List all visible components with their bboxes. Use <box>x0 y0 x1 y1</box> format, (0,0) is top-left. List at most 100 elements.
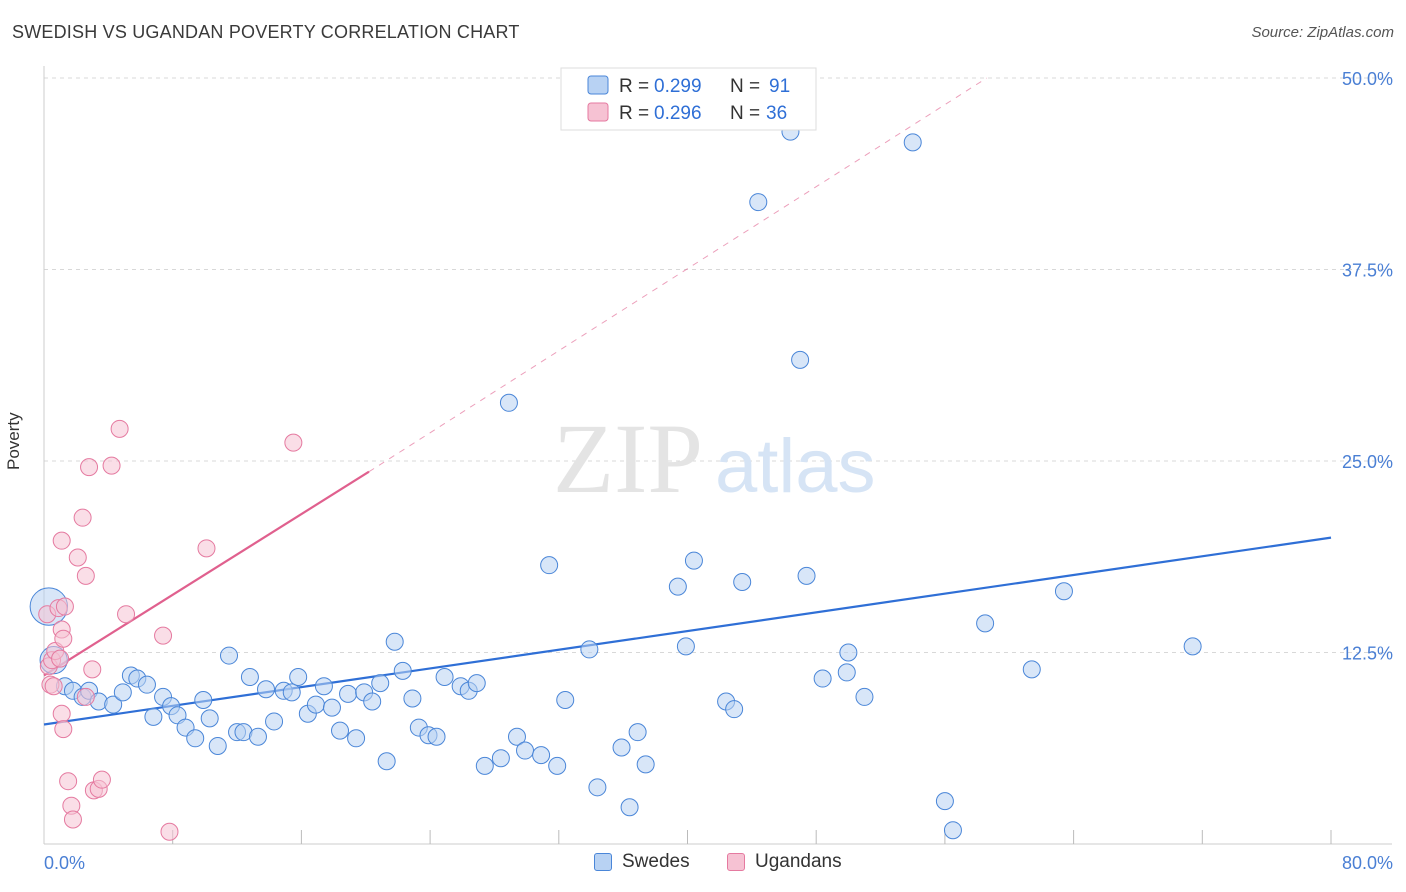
ugandans-point <box>154 626 173 645</box>
ugandans-point <box>55 597 74 616</box>
swedes-point <box>104 695 123 714</box>
ugandans-point <box>44 677 63 696</box>
legend: R = 0.299 N = 91 R = 0.296 N = 36 <box>560 67 817 131</box>
ugandans-label: Ugandans <box>755 851 842 872</box>
y-tick-label: 25.0% <box>1342 452 1393 472</box>
swedes-point <box>427 727 446 746</box>
ugandans-point <box>117 605 136 624</box>
swedes-point <box>339 684 358 703</box>
swedes-point <box>248 727 267 746</box>
ugandans-point <box>59 772 78 791</box>
swedes-point <box>976 614 995 633</box>
legend-n-value-2: 36 <box>766 103 787 124</box>
swedes-point <box>797 566 816 585</box>
tick-labels: 12.5% 25.0% 37.5% 50.0% 0.0% 80.0% <box>44 69 1393 873</box>
legend-n-value-1: 91 <box>769 76 790 97</box>
swedes-point <box>385 632 404 651</box>
swedes-point <box>668 577 687 596</box>
ugandans-point <box>110 419 129 438</box>
ugandans-trend-line <box>43 470 370 677</box>
swedes-point <box>548 756 567 775</box>
swedes-point <box>137 675 156 694</box>
ugandans-point <box>51 649 70 668</box>
swedes-point <box>194 690 213 709</box>
ugandans-trend-extension <box>368 77 987 473</box>
ugandans-point <box>80 458 99 477</box>
swedes-point <box>200 709 219 728</box>
swedes-point <box>289 668 308 687</box>
swedes-point <box>540 556 559 575</box>
swedes-point <box>580 640 599 659</box>
legend-item-swedes: Swedes <box>594 851 690 873</box>
swedes-point <box>347 729 366 748</box>
legend-r-label-1: R = <box>619 76 649 97</box>
data-points <box>29 122 1202 841</box>
swedes-point <box>516 741 535 760</box>
ugandans-point <box>102 456 121 475</box>
swedes-point <box>676 637 695 656</box>
swedes-point <box>220 646 239 665</box>
swedes-point <box>725 700 744 719</box>
swedes-point <box>257 680 276 699</box>
chart-title: SWEDISH VS UGANDAN POVERTY CORRELATION C… <box>12 22 520 42</box>
swedes-point <box>208 736 227 755</box>
swedes-point <box>684 551 703 570</box>
swedes-point <box>1022 660 1041 679</box>
swedes-point <box>839 643 858 662</box>
swedes-point <box>186 729 205 748</box>
swedes-point <box>620 798 639 817</box>
x-tick-label: 80.0% <box>1342 853 1393 873</box>
ugandans-point <box>76 687 95 706</box>
legend-swatch-swedes <box>587 75 609 95</box>
y-tick-label: 37.5% <box>1342 261 1393 281</box>
swedes-point <box>588 778 607 797</box>
watermark: ZIP atlas <box>553 403 876 514</box>
swedes-point <box>314 677 333 696</box>
swedes-point <box>612 738 631 757</box>
ugandans-point <box>52 531 71 550</box>
ugandans-point <box>76 566 95 585</box>
swedes-point <box>113 683 132 702</box>
swedes-point <box>377 752 396 771</box>
ugandans-point <box>54 720 73 739</box>
swedes-point <box>435 668 454 687</box>
ugandans-point <box>92 770 111 789</box>
swedes-point <box>393 661 412 680</box>
ugandans-point <box>52 704 71 723</box>
swedes-point <box>467 674 486 693</box>
swedes-point <box>306 695 325 714</box>
y-tick-label: 50.0% <box>1342 69 1393 89</box>
swedes-point <box>749 193 768 212</box>
ugandans-point <box>68 548 87 567</box>
swedes-point <box>903 133 922 152</box>
legend-r-value-2: 0.296 <box>654 103 702 124</box>
swedes-point <box>265 712 284 731</box>
swedes-point <box>144 707 163 726</box>
legend-r-value-1: 0.299 <box>654 76 702 97</box>
swedes-point <box>837 663 856 682</box>
swedes-point <box>943 821 962 840</box>
swedes-point <box>499 393 518 412</box>
swedes-point <box>363 692 382 711</box>
ugandans-point <box>63 810 82 829</box>
axes <box>43 66 1392 845</box>
swedes-swatch <box>594 853 612 871</box>
swedes-point <box>507 727 526 746</box>
swedes-point <box>628 723 647 742</box>
swedes-point <box>240 668 259 687</box>
ugandans-point <box>284 433 303 452</box>
swedes-point <box>475 756 494 775</box>
trend-lines <box>43 77 1332 726</box>
swedes-point <box>1054 582 1073 601</box>
swedes-point <box>636 755 655 774</box>
swedes-point <box>403 689 422 708</box>
swedes-point <box>322 698 341 717</box>
ugandans-point <box>83 660 102 679</box>
ugandans-point <box>54 629 73 648</box>
swedes-point <box>1183 637 1202 656</box>
watermark-atlas: atlas <box>715 424 876 509</box>
x-tick-label: 0.0% <box>44 853 85 873</box>
swedes-point <box>282 683 301 702</box>
ugandans-swatch <box>727 853 745 871</box>
